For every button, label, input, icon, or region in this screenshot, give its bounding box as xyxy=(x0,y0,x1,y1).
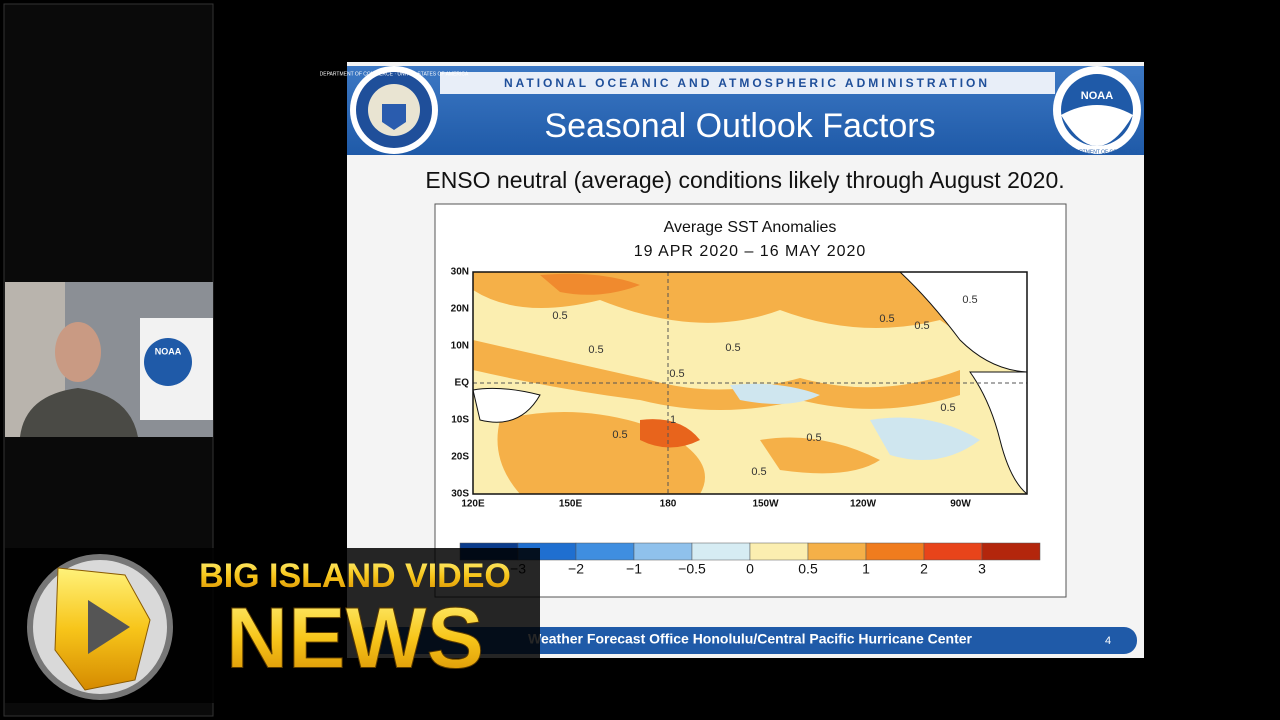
lat-label: 30N xyxy=(451,267,469,278)
colorbar-swatch xyxy=(923,542,983,561)
map-title: Average SST Anomalies xyxy=(664,219,837,236)
colorbar-label: 3 xyxy=(978,561,986,577)
contour-label: 0.5 xyxy=(588,344,603,356)
page-number: 4 xyxy=(1105,635,1111,647)
lat-label: 10N xyxy=(451,341,469,352)
slide-title: Seasonal Outlook Factors xyxy=(544,107,935,145)
contour-label: 0.5 xyxy=(612,429,627,441)
contour-label: 1 xyxy=(670,414,676,426)
lat-label: 30S xyxy=(451,489,469,500)
map-border xyxy=(472,271,1028,495)
colorbar-label: 1 xyxy=(862,561,870,577)
lat-label: 20S xyxy=(451,452,469,463)
colorbar-swatch xyxy=(575,542,635,561)
colorbar-swatch xyxy=(807,542,867,561)
contour-label: 0.5 xyxy=(806,432,821,444)
contour-label: 0.5 xyxy=(751,466,766,478)
colorbar-label: 2 xyxy=(920,561,928,577)
contour-label: 0.5 xyxy=(962,294,977,306)
colorbar-label: 0.5 xyxy=(798,561,818,577)
colorbar-swatch xyxy=(749,542,809,561)
lon-label: 150E xyxy=(559,499,583,510)
seal-text: U.S. DEPARTMENT OF COMMERCE xyxy=(1055,149,1140,155)
colorbar-label: −1 xyxy=(626,561,642,577)
colorbar-label: −0.5 xyxy=(678,561,706,577)
lat-label: 10S xyxy=(451,415,469,426)
overlay-line2: NEWS xyxy=(226,591,484,687)
colorbar-swatch xyxy=(691,542,751,561)
contour-label: 0.5 xyxy=(879,313,894,325)
news-overlay: BIG ISLAND VIDEO NEWS xyxy=(5,548,540,703)
footer-text: Weather Forecast Office Honolulu/Central… xyxy=(528,631,973,647)
slide-subtitle: ENSO neutral (average) conditions likely… xyxy=(425,167,1064,193)
colorbar-label: 0 xyxy=(746,561,754,577)
colorbar-swatch xyxy=(981,542,1041,561)
lat-label: 20N xyxy=(451,304,469,315)
noaa-logo: NOAA xyxy=(1081,90,1113,102)
map-period: 19 APR 2020 – 16 MAY 2020 xyxy=(634,243,867,260)
lon-label: 150W xyxy=(752,499,779,510)
colorbar-swatch xyxy=(633,542,693,561)
webcam-logo: NOAA xyxy=(155,346,182,356)
contour-label: 0.5 xyxy=(669,368,684,380)
seal-text: DEPARTMENT OF COMMERCE · UNITED STATES O… xyxy=(320,71,469,77)
lon-label: 90W xyxy=(950,499,971,510)
overlay-line1: BIG ISLAND VIDEO xyxy=(199,557,511,595)
lat-label: EQ xyxy=(455,378,470,389)
slide-footer xyxy=(355,627,1137,654)
contour-label: 0.5 xyxy=(914,320,929,332)
contour-label: 0.5 xyxy=(725,342,740,354)
agency-name: NATIONAL OCEANIC AND ATMOSPHERIC ADMINIS… xyxy=(504,76,990,90)
contour-label: 0.5 xyxy=(552,310,567,322)
lon-label: 180 xyxy=(660,499,677,510)
contour-label: 0.5 xyxy=(940,402,955,414)
sst-map xyxy=(473,272,1027,494)
colorbar-label: −2 xyxy=(568,561,584,577)
colorbar-swatch xyxy=(865,542,925,561)
seal-right: NOAA U.S. DEPARTMENT OF COMMERCE xyxy=(1053,66,1141,155)
seal-left: DEPARTMENT OF COMMERCE · UNITED STATES O… xyxy=(320,66,469,154)
webcam: NOAA xyxy=(5,282,213,437)
lon-label: 120E xyxy=(461,499,485,510)
lon-label: 120W xyxy=(850,499,877,510)
